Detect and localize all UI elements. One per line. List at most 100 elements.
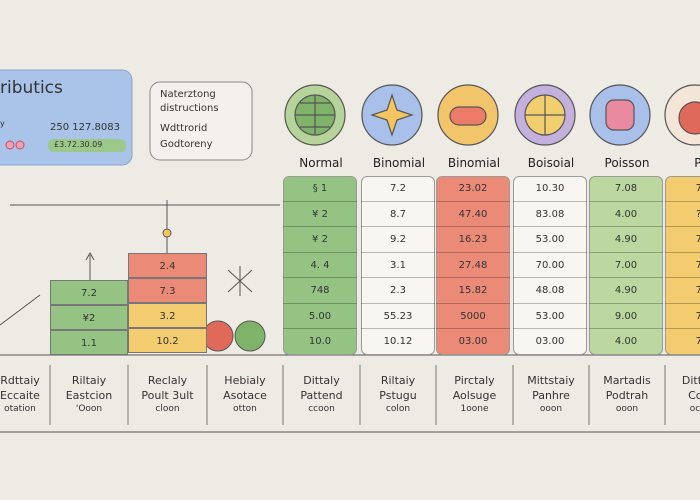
table-cell: 8.7 — [361, 202, 435, 227]
block: 3.2 — [128, 303, 207, 328]
table-cell: 53.00 — [513, 227, 587, 253]
card-line: Naterztong — [160, 89, 216, 100]
table-cell: 16.23 — [436, 227, 510, 253]
table-cell: 7.08 — [589, 176, 663, 202]
table-cell: 72 — [665, 304, 700, 329]
table-cell: 4. 4 — [283, 253, 357, 278]
block: ¥2 — [50, 305, 128, 330]
footer-text: Dittaly — [303, 374, 340, 387]
footer-text: Martadis — [603, 374, 651, 387]
card-title: ributics — [0, 78, 63, 98]
table-cell: 72 — [695, 336, 700, 347]
column — [665, 176, 700, 355]
footer-text: otation — [4, 404, 36, 414]
table-cell: 48.08 — [513, 278, 587, 304]
footer-text: otton — [233, 404, 257, 414]
footer-text: Dittc — [681, 374, 700, 387]
pill — [48, 139, 126, 152]
table-cell: 10.12 — [383, 336, 413, 347]
table-cell: 9.00 — [589, 304, 663, 329]
footer-text: Cc — [688, 389, 700, 402]
table-cell: 2.3 — [361, 278, 435, 304]
table-cell: 23.02 — [436, 176, 510, 202]
table-cell: 4.00 — [589, 202, 663, 227]
footer-text: Pirctaly — [454, 374, 495, 387]
footer-text: Eccaite — [0, 389, 40, 402]
card-line: Godtoreny — [160, 139, 213, 150]
column — [361, 176, 435, 355]
table-cell: 47.40 — [436, 202, 510, 227]
block: 7.3 — [128, 278, 207, 303]
block: 2.4 — [128, 253, 207, 278]
footer-text: Hebialy — [224, 374, 266, 387]
column — [283, 176, 357, 355]
footer-text: Aolsuge — [452, 389, 497, 402]
table-cell: 4.90 — [589, 227, 663, 253]
footer-text: Reclaly — [147, 374, 188, 387]
footer-text: Pattend — [300, 389, 343, 402]
table-cell: 5.00 — [283, 304, 357, 329]
block: 7.2 — [50, 280, 128, 305]
column-header: Normal — [299, 156, 343, 170]
column — [436, 176, 510, 355]
footer-text: ooon — [615, 404, 639, 414]
footer-text: Panhre — [532, 389, 570, 402]
card-line: 250 127.8083 — [50, 122, 120, 133]
table-cell: 9.2 — [361, 227, 435, 253]
table-cell: ¥ 2 — [283, 202, 357, 227]
footer-text: 1oone — [460, 404, 489, 414]
footer-text: Pstugu — [379, 389, 417, 402]
footer-text: Rdttaiy — [0, 374, 40, 387]
table-cell: 10.0 — [308, 336, 332, 347]
card-note: y — [0, 119, 5, 128]
sketch-lines — [0, 200, 700, 433]
icons — [284, 84, 700, 146]
card-line: Wdttrorid — [160, 123, 208, 134]
table-cell: 03.00 — [535, 336, 565, 347]
footer-text: Riltaiy — [71, 374, 107, 387]
column-header: Poi — [694, 156, 700, 170]
card-line: distructions — [160, 103, 219, 114]
footer-text: ooon — [539, 404, 563, 414]
table-cell: § 1 — [283, 176, 357, 202]
column-header: Boisoial — [527, 156, 575, 170]
table-cell: 5000 — [436, 304, 510, 329]
table-cell: 53.00 — [513, 304, 587, 329]
footer-text: Riltaiy — [380, 374, 416, 387]
table-cell: 7.00 — [589, 253, 663, 278]
table-cell: 72 — [665, 253, 700, 278]
footer-text: Asotace — [223, 389, 267, 402]
dot — [15, 140, 25, 150]
block: 1.1 — [50, 330, 128, 355]
table-cell: 10.30 — [513, 176, 587, 202]
footer-text: ccoon — [308, 404, 335, 414]
table-cell: 7.2 — [361, 176, 435, 202]
table-cell: 72 — [665, 227, 700, 253]
footer-text: 'Ooon — [75, 404, 103, 414]
column-header: Poisson — [604, 156, 650, 170]
dot — [5, 140, 15, 150]
column-header: Binomial — [372, 156, 426, 170]
table-cell: 70.00 — [513, 253, 587, 278]
column-header: Binomial — [447, 156, 501, 170]
pill-label: £3.72.30.09 — [54, 140, 103, 149]
table-cell: 03.00 — [458, 336, 488, 347]
table-cell: 4.90 — [589, 278, 663, 304]
table-cell: 4.00 — [614, 336, 638, 347]
footer-text: Mittstaiy — [527, 374, 575, 387]
footer-text: Podtrah — [605, 389, 649, 402]
table-cell: 15.82 — [436, 278, 510, 304]
footer-text: Poult 3ult — [141, 389, 194, 402]
column — [589, 176, 663, 355]
table-cell: 748 — [283, 278, 357, 304]
footer-text: colon — [385, 404, 411, 414]
table-cell: 72 — [665, 278, 700, 304]
table-cell: 83.08 — [513, 202, 587, 227]
column — [513, 176, 587, 355]
card-bg — [149, 81, 253, 161]
separators — [49, 365, 666, 425]
table-cell: 3.1 — [361, 253, 435, 278]
table-cell: ?7 — [665, 202, 700, 227]
